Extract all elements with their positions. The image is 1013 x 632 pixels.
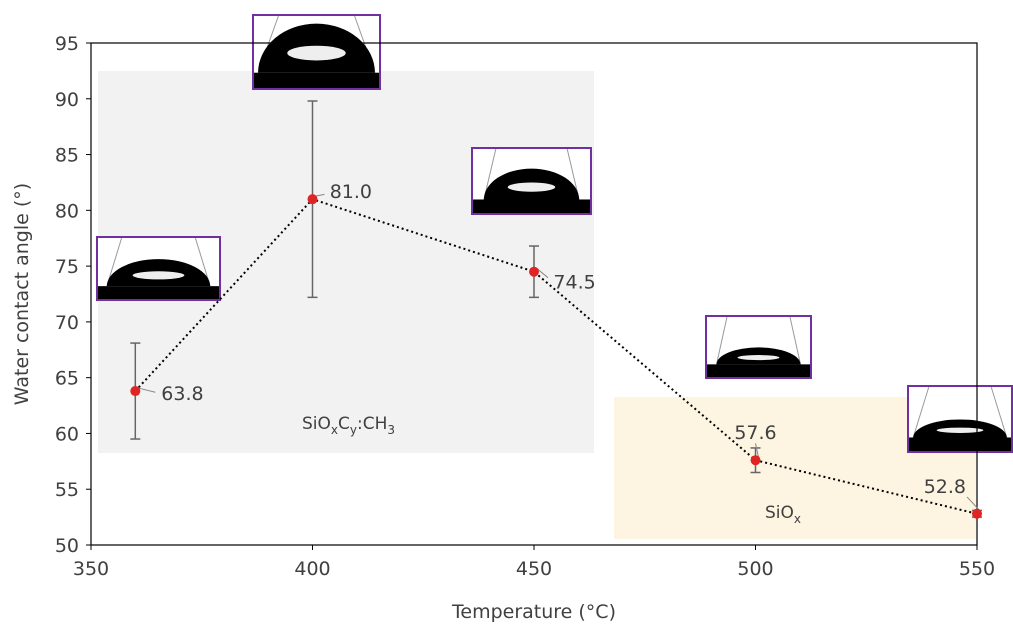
y-tick-label: 90 [55, 89, 79, 111]
x-tick-label: 450 [516, 558, 552, 580]
substrate [98, 286, 219, 299]
droplet-image [705, 315, 812, 379]
annotation-text: C [338, 414, 350, 434]
y-tick-label: 80 [55, 200, 79, 222]
y-tick-label: 65 [55, 368, 79, 390]
annotation-text: SiO [302, 414, 331, 434]
droplet-image [907, 385, 1013, 453]
label-leader [755, 443, 759, 458]
highlight [737, 355, 780, 361]
y-tick-label: 75 [55, 256, 79, 278]
data-point [307, 194, 318, 205]
y-axis-label: Water contact angle (°) [11, 183, 33, 405]
x-tick-label: 350 [73, 558, 109, 580]
annotation-subscript: x [331, 423, 338, 437]
x-tick-label: 400 [294, 558, 330, 580]
needle [789, 316, 801, 365]
y-tick-label: 85 [55, 145, 79, 167]
annotation-text: :CH [357, 414, 387, 434]
annotation-subscript: x [794, 512, 801, 526]
substrate [909, 437, 1011, 451]
label-leader [966, 496, 981, 512]
annotation: SiOx [765, 503, 801, 526]
data-point [529, 266, 539, 277]
x-axis-label: Temperature (°C) [451, 601, 616, 623]
droplet-image [252, 14, 381, 90]
highlight [507, 182, 556, 192]
needle [912, 386, 930, 438]
highlight [287, 45, 346, 61]
value-label: 57.6 [734, 422, 776, 444]
y-tick-label: 55 [55, 479, 79, 501]
annotation-subscript: 3 [387, 423, 395, 437]
annotation: SiOxCy:CH3 [302, 414, 395, 437]
droplet-image [471, 147, 592, 215]
needle [716, 316, 728, 365]
x-tick-label: 500 [737, 558, 773, 580]
highlight [936, 427, 984, 433]
substrate [707, 364, 810, 377]
value-label: 74.5 [553, 272, 595, 294]
y-tick-label: 60 [55, 423, 79, 445]
label-leader [315, 193, 325, 197]
label-leader [536, 268, 549, 279]
value-label: 52.8 [924, 476, 966, 498]
y-tick-label: 95 [55, 33, 79, 55]
data-point [750, 455, 761, 466]
annotation-subscript: y [350, 423, 357, 437]
label-leader [138, 387, 156, 393]
data-line [134, 198, 978, 515]
substrate [473, 199, 590, 213]
data-point [972, 508, 982, 519]
value-label: 81.0 [330, 181, 372, 203]
y-tick-label: 50 [55, 535, 79, 557]
needle [990, 386, 1008, 438]
data-point [130, 386, 141, 397]
highlight [132, 271, 185, 280]
annotation-text: SiO [765, 503, 794, 523]
x-tick-label: 550 [959, 558, 995, 580]
y-tick-label: 70 [55, 312, 79, 334]
substrate [254, 72, 379, 88]
value-label: 63.8 [161, 383, 203, 405]
droplet-image [96, 236, 221, 301]
